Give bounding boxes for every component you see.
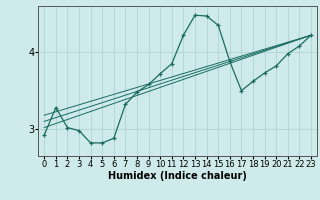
X-axis label: Humidex (Indice chaleur): Humidex (Indice chaleur): [108, 171, 247, 181]
